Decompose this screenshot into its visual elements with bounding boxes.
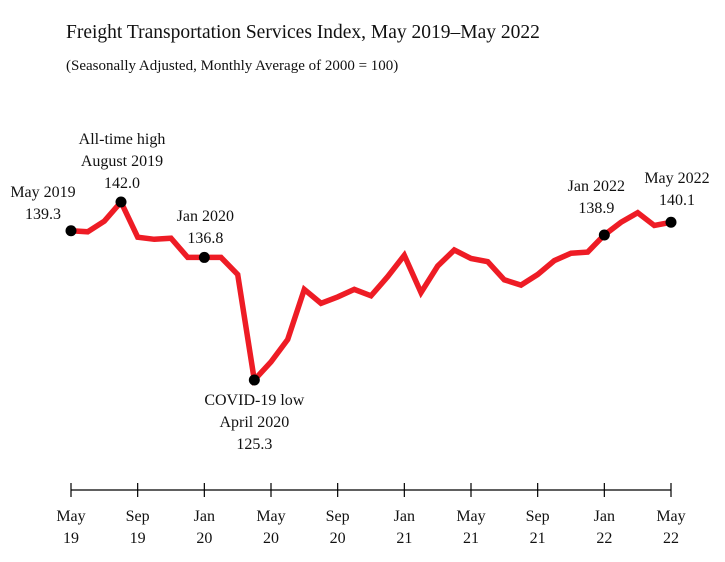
annotation-label: 140.1 bbox=[659, 192, 695, 209]
annotation-label: 136.8 bbox=[187, 230, 223, 247]
x-axis: May 19 Sep 19 Jan 20 May 20 Sep 20 Jan 21 May 21 Sep 21… bbox=[56, 483, 686, 547]
series-line bbox=[70, 197, 672, 387]
x-tick-label-month: Jan bbox=[394, 508, 415, 525]
x-tick-label-month: May bbox=[456, 508, 485, 525]
data-point-marker bbox=[248, 374, 260, 386]
x-tick-label-month: Sep bbox=[126, 508, 150, 525]
x-tick-label-month: May bbox=[56, 508, 85, 525]
annotation-label: April 2020 bbox=[219, 414, 289, 431]
annotations: May 2019 139.3 All-time high August 2019 142… bbox=[10, 131, 709, 453]
data-point-marker bbox=[198, 251, 210, 263]
annotation-label: August 2019 bbox=[81, 153, 163, 170]
annotation-label: 142.0 bbox=[104, 175, 140, 192]
x-tick-label-year: 19 bbox=[130, 530, 146, 547]
x-tick-label-year: 21 bbox=[396, 530, 412, 547]
annotation-label: 138.9 bbox=[578, 200, 614, 217]
x-tick-label-year: 20 bbox=[330, 530, 346, 547]
chart-subtitle: (Seasonally Adjusted, Monthly Average of… bbox=[66, 58, 398, 74]
data-point-marker bbox=[598, 229, 610, 241]
annotation-label: COVID-19 low bbox=[204, 392, 304, 409]
annotation-label: Jan 2020 bbox=[177, 208, 234, 225]
x-tick-label-year: 22 bbox=[596, 530, 612, 547]
x-tick-label-year: 21 bbox=[463, 530, 479, 547]
annotation-label: Jan 2022 bbox=[568, 178, 625, 195]
x-tick-label-month: May bbox=[256, 508, 285, 525]
x-tick-label-year: 20 bbox=[196, 530, 212, 547]
annotation-label: 125.3 bbox=[236, 436, 272, 453]
x-tick-label-year: 21 bbox=[530, 530, 546, 547]
annotation-label: May 2022 bbox=[644, 170, 709, 187]
data-point-marker bbox=[665, 216, 677, 228]
x-tick-label-month: May bbox=[656, 508, 685, 525]
annotation-label: May 2019 bbox=[10, 184, 75, 201]
annotation-label: 139.3 bbox=[25, 206, 61, 223]
x-tick-label-year: 20 bbox=[263, 530, 279, 547]
annotation-markers bbox=[65, 196, 677, 386]
x-tick-label-year: 22 bbox=[663, 530, 679, 547]
x-tick-label-year: 19 bbox=[63, 530, 79, 547]
annotation-label: All-time high bbox=[79, 131, 166, 148]
x-tick-label-month: Sep bbox=[526, 508, 550, 525]
x-tick-label-month: Sep bbox=[326, 508, 350, 525]
chart-title: Freight Transportation Services Index, M… bbox=[66, 22, 540, 43]
data-point-marker bbox=[65, 225, 77, 237]
x-tick-label-month: Jan bbox=[594, 508, 615, 525]
x-tick-label-month: Jan bbox=[194, 508, 215, 525]
data-point-marker bbox=[115, 196, 127, 208]
